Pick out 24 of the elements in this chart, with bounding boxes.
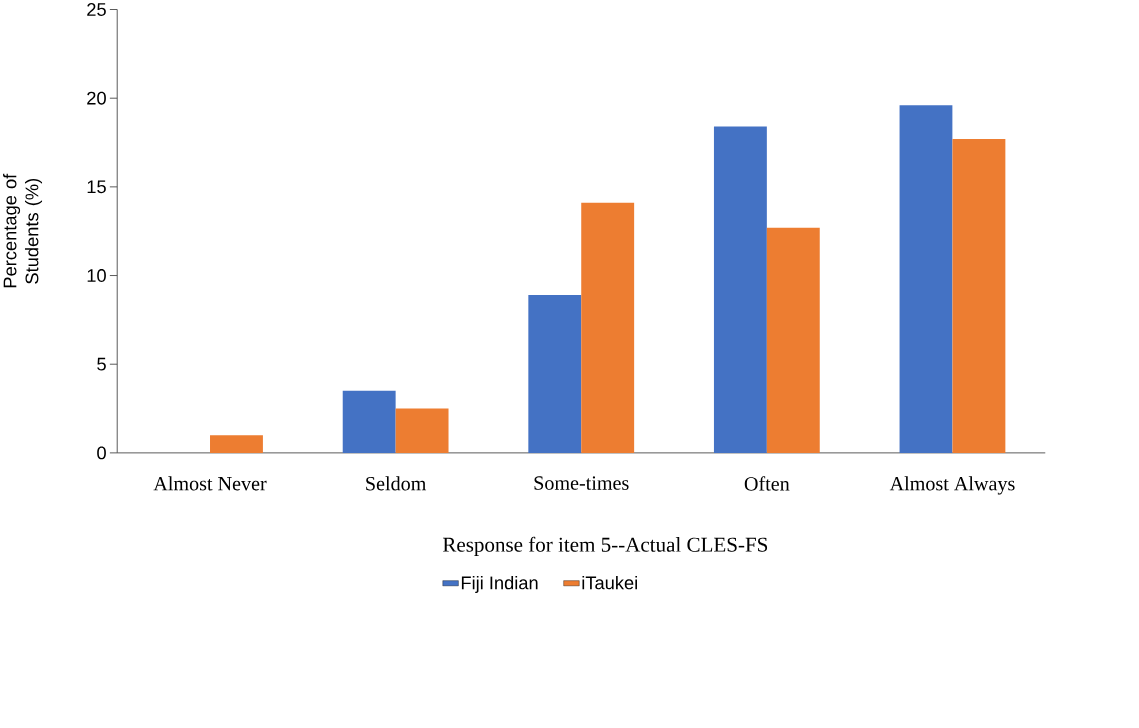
y-tick-label: 5 bbox=[97, 357, 106, 371]
legend-label: iTaukei bbox=[582, 576, 637, 590]
y-tick-label: 0 bbox=[97, 446, 106, 460]
y-axis-title: Percentage of Students (%) bbox=[3, 173, 43, 288]
bar bbox=[342, 390, 396, 453]
bar bbox=[581, 202, 635, 453]
bar bbox=[210, 435, 263, 453]
y-tick-label: 25 bbox=[87, 3, 106, 17]
bar bbox=[395, 408, 449, 453]
legend-label: Fiji Indian bbox=[461, 576, 538, 594]
bar bbox=[766, 227, 820, 453]
x-tick-label: Often bbox=[744, 476, 790, 491]
x-tick-label: Seldom bbox=[366, 476, 427, 491]
bar bbox=[713, 126, 767, 453]
bar bbox=[899, 105, 953, 453]
y-tick-label: 10 bbox=[87, 269, 106, 283]
y-tick-label: 15 bbox=[87, 180, 106, 194]
bar bbox=[952, 139, 1006, 453]
x-axis-title: Response for item 5--Actual CLES-FS bbox=[442, 536, 768, 557]
x-tick-label: Almost Never bbox=[153, 476, 267, 491]
y-tick-label: 20 bbox=[87, 91, 106, 105]
bar bbox=[528, 295, 582, 453]
x-tick-label: Some-times bbox=[534, 476, 629, 490]
x-tick-label: Almost Always bbox=[889, 476, 1015, 495]
